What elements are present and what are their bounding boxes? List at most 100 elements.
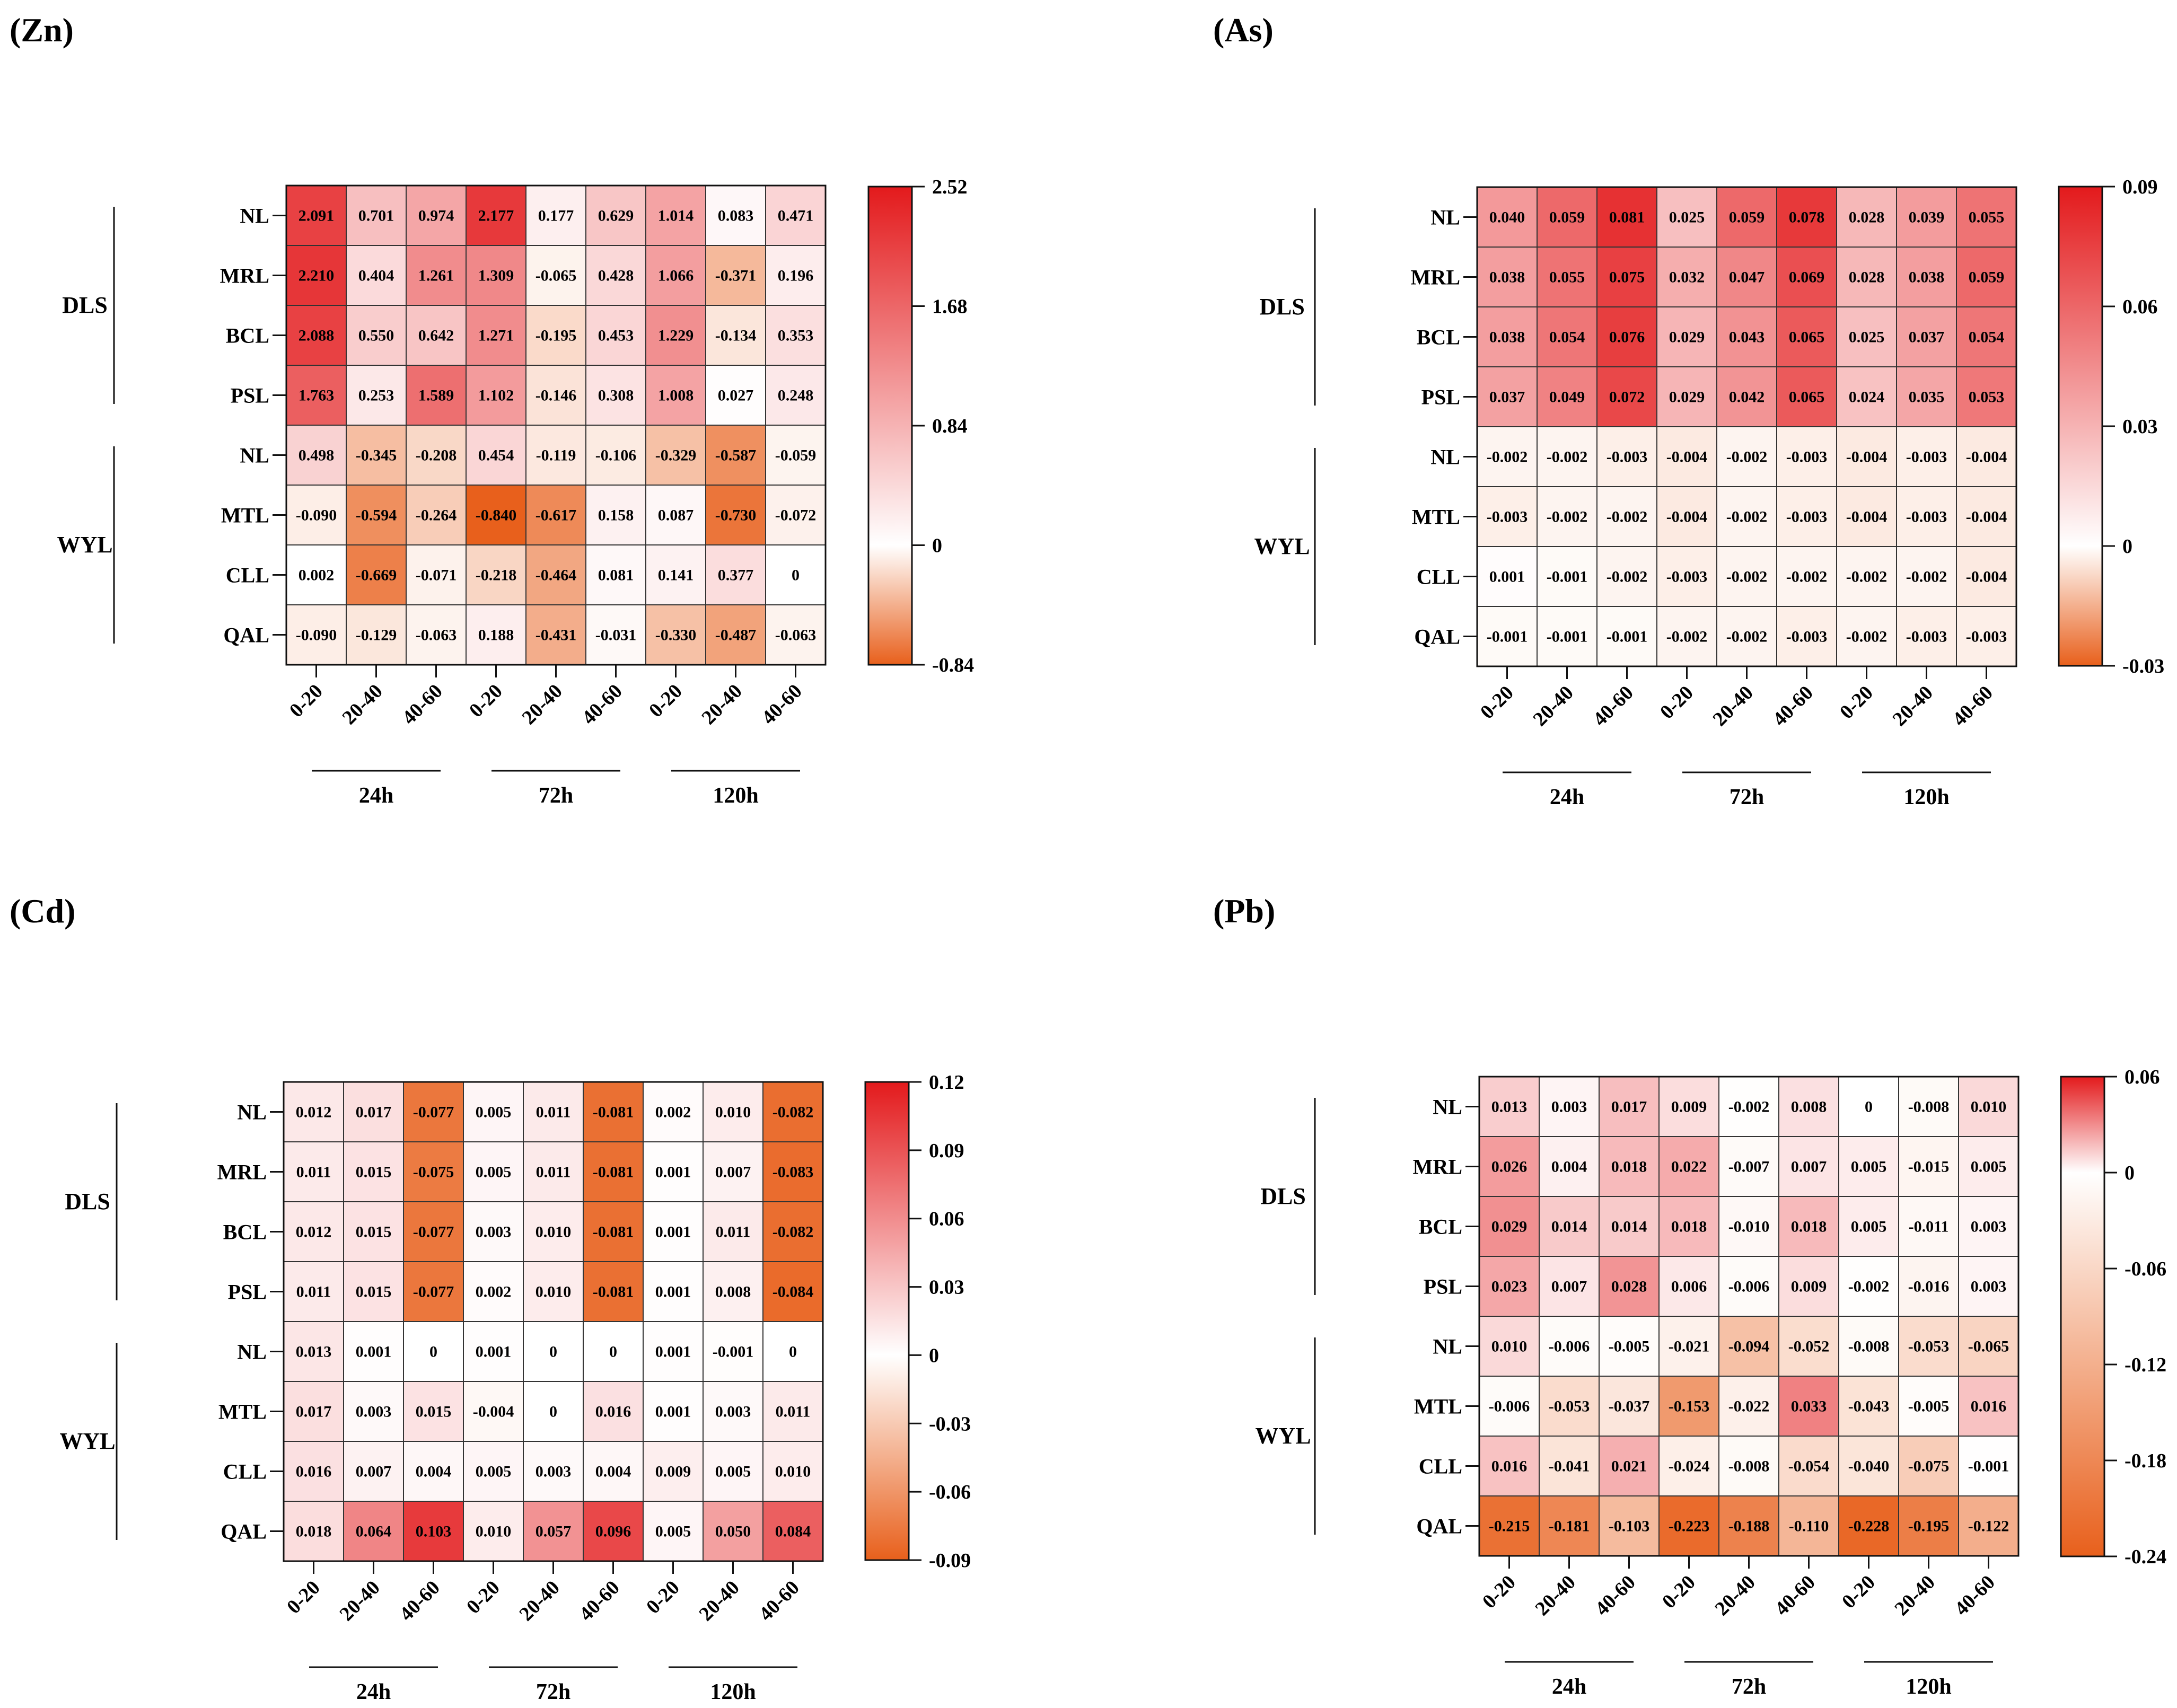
heatmap-cell (1599, 1196, 1660, 1257)
row-label: QAL (221, 1520, 267, 1544)
cell-value-label: -0.345 (356, 447, 397, 464)
column-label: 20-40 (697, 680, 746, 729)
colorbar-tick-label: -0.06 (2125, 1258, 2166, 1280)
cell-value-label: -0.072 (775, 507, 817, 524)
heatmap-cell (1539, 1436, 1600, 1496)
cell-value-label: 0.096 (595, 1523, 631, 1540)
group-label: WYL (59, 1428, 115, 1454)
heatmap-cell (525, 245, 586, 306)
column-label: 0-20 (1656, 682, 1698, 724)
colorbar-tick-label: -0.12 (2125, 1354, 2166, 1376)
colorbar (2058, 186, 2103, 667)
cell-value-label: 0.453 (598, 327, 634, 345)
heatmap-cell (1539, 1256, 1600, 1317)
cell-value-label: -0.006 (1728, 1278, 1770, 1296)
row-label: QAL (1414, 625, 1460, 649)
heatmap-cell (705, 245, 766, 306)
row-label: NL (240, 204, 269, 228)
cell-value-label: 0.018 (1791, 1218, 1827, 1236)
column-label: 20-40 (515, 1577, 564, 1625)
cell-value-label: 0.004 (416, 1463, 452, 1481)
heatmap-cell (1838, 1436, 1899, 1496)
cell-value-label: 0.022 (1671, 1158, 1707, 1176)
cell-value-label: -0.264 (416, 507, 457, 524)
column-label: 40-60 (398, 680, 446, 729)
heatmap-cell (403, 1201, 464, 1262)
heatmap-cell (585, 604, 646, 665)
heatmap-cell (645, 305, 706, 366)
heatmap-cell (525, 485, 586, 545)
cell-value-label: -0.004 (1846, 508, 1888, 526)
row-label: MTL (1412, 505, 1460, 529)
cell-value-label: 0.003 (1971, 1218, 2007, 1236)
cell-value-label: 0.049 (1549, 389, 1585, 406)
cell-value-label: -0.181 (1549, 1518, 1590, 1535)
group-label: DLS (1260, 1183, 1306, 1209)
heatmap-cell (1958, 1316, 2019, 1377)
heatmap-cell (1537, 366, 1597, 427)
cell-value-label: 0.010 (476, 1523, 512, 1540)
cell-value-label: 0 (609, 1343, 617, 1361)
panel-title: (As) (1213, 11, 1274, 49)
cell-value-label: -0.594 (356, 507, 397, 524)
cell-value-label: -0.002 (1607, 568, 1648, 586)
column-label: 0-20 (462, 1577, 504, 1618)
cell-value-label: -0.002 (1726, 448, 1768, 466)
cell-value-label: 0.037 (1489, 389, 1525, 406)
heatmap-panel-pb: (Pb) 0.013 0.003 0.017 0.009 -0.002 0.008 0 -0.0… (1213, 892, 2166, 1699)
cell-value-label: 0.003 (1551, 1098, 1587, 1116)
heatmap-cell (1658, 1436, 1719, 1496)
cell-value-label: 0.065 (1789, 329, 1825, 346)
colorbar-tick-label: -0.03 (929, 1413, 971, 1435)
cell-value-label: -0.002 (1786, 568, 1828, 586)
row-label: MRL (1413, 1155, 1462, 1179)
heatmap-cell (583, 1441, 644, 1502)
group-label: DLS (1259, 294, 1305, 320)
cell-value-label: 0.038 (1489, 269, 1525, 286)
cell-value-label: 0.055 (1549, 269, 1585, 286)
heatmap-cell (583, 1141, 644, 1202)
heatmap-cell (762, 1501, 823, 1562)
colorbar-tick-label: 0.06 (2125, 1066, 2160, 1088)
heatmap-cell (645, 425, 706, 486)
cell-value-label: 0.016 (595, 1403, 631, 1421)
cell-value-label: -0.122 (1968, 1518, 2009, 1535)
heatmap-cell (1838, 1495, 1899, 1556)
cell-value-label: -0.103 (1609, 1518, 1650, 1535)
row-label: NL (237, 1100, 267, 1124)
column-label: 40-60 (1588, 682, 1637, 730)
heatmap-cell (466, 485, 526, 545)
heatmap-cell (1898, 1495, 1959, 1556)
cell-value-label: 0.006 (1671, 1278, 1707, 1296)
colorbar-tick-label: 0.06 (929, 1208, 964, 1230)
heatmap-cell (1537, 426, 1597, 487)
cell-value-label: 0.013 (1491, 1098, 1528, 1116)
heatmap-cell (1718, 1376, 1779, 1437)
heatmap-cell (1479, 1136, 1540, 1197)
cell-value-label: 0.038 (1489, 329, 1525, 346)
cell-value-label: 0.004 (1551, 1158, 1587, 1176)
colorbar-tick-label: -0.18 (2125, 1450, 2166, 1472)
heatmap-cell (762, 1441, 823, 1502)
colorbar-tick-label: 0.12 (929, 1071, 964, 1094)
column-label: 0-20 (1476, 682, 1518, 724)
cell-value-label: -0.006 (1549, 1338, 1590, 1355)
cell-value-label: -0.110 (1789, 1518, 1829, 1535)
cell-value-label: -0.065 (536, 267, 577, 285)
cell-value-label: -0.215 (1489, 1518, 1530, 1535)
cell-value-label: 0.011 (776, 1403, 811, 1421)
heatmap-cell (1596, 366, 1657, 427)
time-group-label: 72h (1730, 785, 1764, 809)
cell-value-label: 0.035 (1909, 389, 1945, 406)
cell-value-label: 0.059 (1729, 209, 1765, 226)
heatmap-cell (1836, 246, 1897, 307)
heatmap-cell (765, 245, 826, 306)
heatmap-cell (1718, 1436, 1779, 1496)
cell-value-label: 0.081 (598, 567, 634, 584)
column-label: 40-60 (757, 680, 806, 729)
cell-value-label: 0.042 (1729, 389, 1765, 406)
heatmap-cell (346, 185, 407, 246)
column-label: 0-20 (283, 1577, 324, 1618)
heatmap-cell (403, 1381, 464, 1442)
